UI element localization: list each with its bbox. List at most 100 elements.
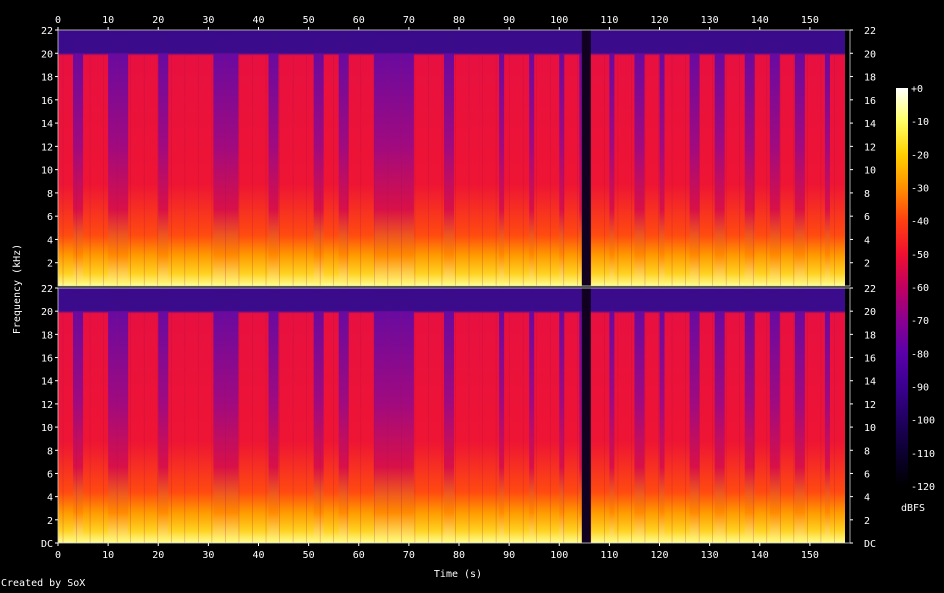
y-tick-label-right: 22 [864,284,876,295]
spectrogram-segment [168,30,214,286]
spectrogram-silence [844,30,850,286]
spectrogram-segment [454,288,480,543]
y-tick-label-right: 4 [864,235,870,246]
spectrogram-segment [168,288,214,543]
y-tick-label-right: 18 [864,73,876,84]
x-tick-label-top: 50 [303,15,315,26]
x-tick-label-bottom: 130 [701,550,719,561]
x-tick-label-bottom: 10 [102,550,114,561]
spectrogram-segment [804,30,825,286]
spectrogram-segment [754,288,770,543]
spectrogram-segment [58,30,74,286]
y-tick-label-left: 4 [47,493,53,504]
spectrogram-segment [238,30,269,286]
y-tick-label-right: 6 [864,469,870,480]
colorbar-tick-label: +0 [911,84,923,95]
spectrogram-segment [614,30,635,286]
spectrogram-segment [699,30,715,286]
spectrogram-segment [724,30,745,286]
y-tick-label-right: 12 [864,142,876,153]
x-tick-label-bottom: 100 [550,550,568,561]
spectrogram-segment [278,288,314,543]
spectrogram-segment [348,30,374,286]
x-tick-label-bottom: 120 [650,550,668,561]
spectrogram-segment [724,288,745,543]
x-tick-label-top: 40 [252,15,264,26]
y-tick-label-left: 22 [41,284,53,295]
spectrogram-segment [479,288,500,543]
y-tick-label-left: 20 [41,307,53,318]
x-tick-label-bottom: 70 [403,550,415,561]
spectrogram-segment [83,30,109,286]
x-tick-label-top: 70 [403,15,415,26]
x-tick-label-top: 120 [650,15,668,26]
spectrogram-segment [278,30,314,286]
x-tick-label-top: 60 [353,15,365,26]
spectrogram-cutoff-band [58,288,845,312]
colorbar-tick-label: -120 [911,482,935,493]
y-tick-label-right: 12 [864,400,876,411]
y-tick-label-right: 18 [864,330,876,341]
spectrogram-segment [589,288,610,543]
x-tick-label-bottom: 30 [202,550,214,561]
spectrogram-segment [128,30,159,286]
spectrogram-segment [454,30,480,286]
y-tick-label-right: 14 [864,377,876,388]
y-tick-label-right: 20 [864,49,876,60]
spectrogram-segment [779,30,795,286]
spectrogram-segment [413,30,444,286]
x-axis-label: Time (s) [434,569,482,580]
spectrogram-silence [844,288,850,543]
y-tick-label-left: DC [41,539,53,550]
spectrogram-segment [564,288,580,543]
spectrogram-segment [829,30,845,286]
y-tick-label-right: 8 [864,446,870,457]
x-tick-label-top: 90 [503,15,515,26]
y-tick-label-left: 18 [41,73,53,84]
y-tick-label-right: 2 [864,516,870,527]
spectrogram-segment [779,288,795,543]
spectrogram-segment [754,30,770,286]
y-tick-label-left: 16 [41,354,53,365]
y-tick-label-left: 14 [41,119,53,130]
y-tick-label-left: 8 [47,189,53,200]
y-tick-label-left: 2 [47,516,53,527]
spectrogram-segment [323,30,339,286]
x-tick-label-top: 80 [453,15,465,26]
x-tick-label-top: 0 [55,15,61,26]
y-tick-label-left: 8 [47,446,53,457]
y-tick-label-left: 22 [41,26,53,37]
spectrogram-segment [699,288,715,543]
y-tick-label-right: 14 [864,119,876,130]
spectrogram-segment [413,288,444,543]
y-tick-label-left: 20 [41,49,53,60]
y-tick-label-left: 10 [41,423,53,434]
spectrogram-segment [128,288,159,543]
y-tick-label-right: 6 [864,212,870,223]
colorbar-tick-label: -110 [911,449,935,460]
y-tick-label-right: 20 [864,307,876,318]
x-tick-label-top: 100 [550,15,568,26]
y-axis-label: Frequency (kHz) [12,244,23,334]
x-tick-label-bottom: 140 [751,550,769,561]
y-tick-label-right: 16 [864,354,876,365]
x-tick-label-bottom: 40 [252,550,264,561]
colorbar-tick-label: -10 [911,117,929,128]
x-axis-bottom: 0 10 20 30 40 50 60 70 80 90 100 110 120 130 140 150 [55,543,819,561]
y-tick-label-right: 2 [864,259,870,270]
spectrogram-segment [504,30,530,286]
colorbar-tick-label: -30 [911,184,929,195]
spectrogram-segment [829,288,845,543]
spectrogram-segment [479,30,500,286]
spectrogram-segment [238,288,269,543]
spectrogram-segment [664,30,690,286]
spectrogram-segment [644,288,660,543]
spectrogram-cutoff-band [58,30,845,54]
x-tick-label-bottom: 60 [353,550,365,561]
y-tick-label-right: DC [864,539,876,550]
spectrogram-segment [504,288,530,543]
spectrogram-segment [83,288,109,543]
y-tick-label-right: 16 [864,96,876,107]
y-tick-label-left: 10 [41,166,53,177]
